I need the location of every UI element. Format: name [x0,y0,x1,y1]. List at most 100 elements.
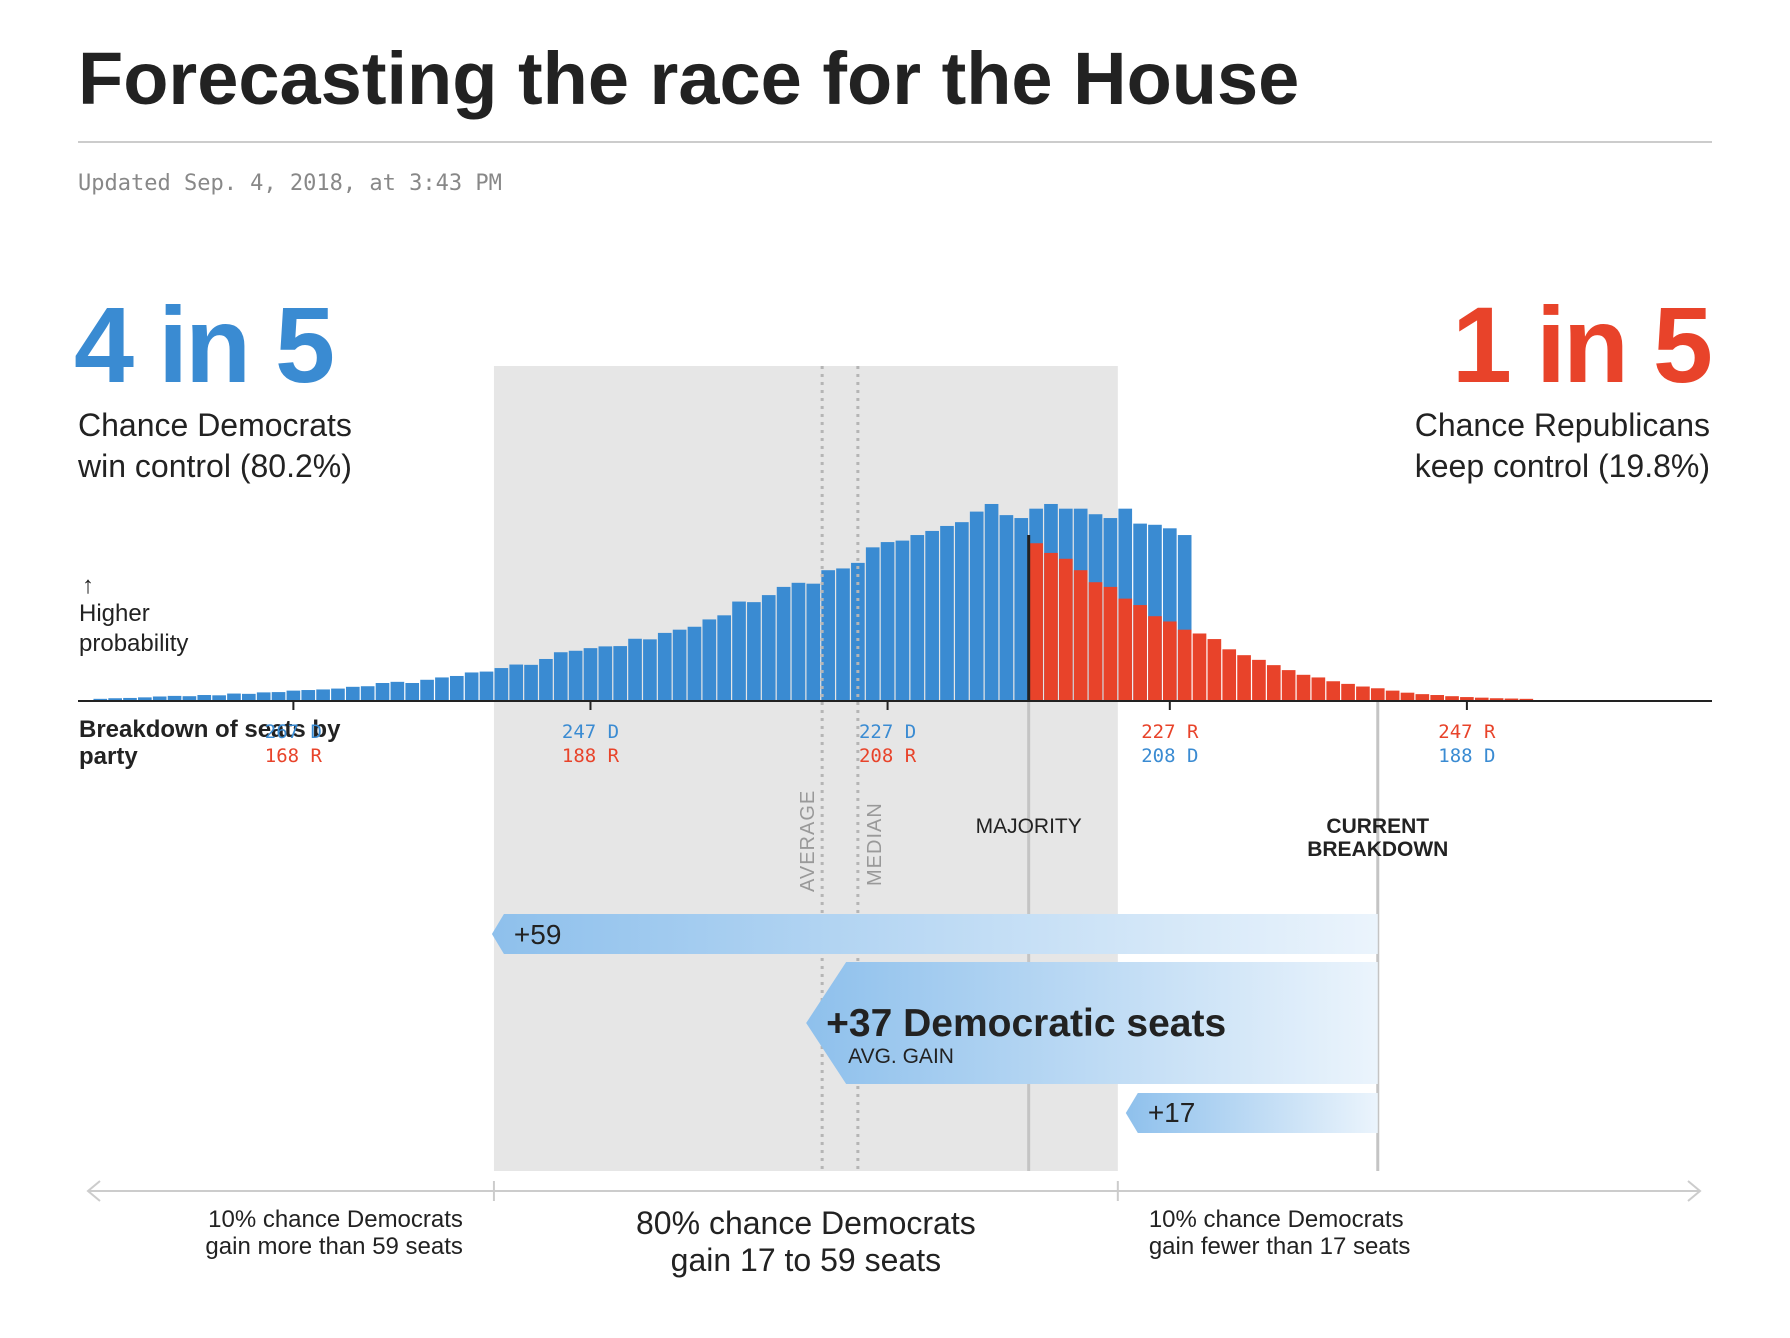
probability-bar-dem [880,542,895,700]
probability-bar-dem [776,586,791,700]
range-middle-line2: gain 17 to 59 seats [671,1242,941,1278]
probability-bar-rep [1370,688,1385,700]
probability-bar-rep [1519,698,1534,700]
y-axis-label-line1: Higher [79,600,150,627]
probability-bar-rep [1326,681,1341,700]
probability-bar-rep [1445,696,1459,700]
probability-bar-rep [1415,694,1430,700]
gain-arrow-min-label: +17 [1148,1097,1196,1128]
probability-bar-dem [464,672,479,700]
x-axis-tick-label-top: 267 D [265,721,322,743]
probability-bar-rep [1029,543,1043,700]
average-label: AVERAGE [797,790,819,892]
probability-bar-dem [910,535,925,700]
y-axis-arrow: ↑ [82,572,94,599]
probability-bar-rep [1356,686,1370,700]
majority-label: MAJORITY [976,815,1082,838]
probability-bar-rep [1460,697,1474,700]
probability-bar-rep [1073,570,1088,700]
probability-bar-dem [212,695,226,700]
probability-bar-dem [643,639,657,700]
x-axis-tick-label-bottom: 188 R [562,745,620,767]
probability-bar-dem [152,696,167,700]
probability-bar-rep [1088,582,1103,700]
probability-bar-rep [1133,605,1147,700]
probability-bar-dem [316,689,330,700]
probability-bar-dem [761,595,776,700]
probability-bar-dem [405,683,420,700]
probability-bar-dem [553,652,568,700]
x-axis-tick-label-top: 227 R [1141,721,1199,743]
probability-bar-dem [138,697,152,700]
probability-bar-rep [1237,655,1251,700]
page-title: Forecasting the race for the House [78,37,1299,120]
gain-arrow-average-sublabel: AVG. GAIN [848,1045,954,1068]
x-axis-tick-label-bottom: 188 D [1438,745,1495,767]
probability-bar-rep [1148,616,1162,700]
probability-bar-rep [1162,621,1177,700]
probability-bar-dem [360,686,375,700]
probability-bar-rep [1281,670,1296,700]
probability-bar-rep [1044,552,1058,700]
probability-bar-dem [613,646,628,700]
probability-bar-dem [449,675,464,700]
probability-bar-dem [657,632,672,700]
probability-bar-dem [242,693,256,700]
probability-bar-dem [167,695,182,700]
probability-bar-dem [687,626,702,700]
probability-bar-dem [390,681,405,700]
probability-bar-dem [420,679,434,700]
probability-bar-dem [301,690,316,700]
probability-bar-dem [108,698,122,700]
rep-odds-line1: Chance Republicans [1415,407,1710,443]
probability-bar-rep [1474,697,1489,700]
probability-bar-dem [286,690,301,700]
probability-bar-dem [969,511,984,700]
probability-bar-rep [1341,683,1355,700]
probability-bar-dem [821,570,835,700]
probability-bar-dem [628,638,642,700]
dem-odds-big: 4 in 5 [74,284,333,405]
probability-bar-rep [1296,674,1311,700]
probability-bar-rep [1504,698,1519,700]
probability-bar-dem [984,503,999,700]
probability-bar-dem [539,658,553,700]
probability-bar-dem [583,648,598,700]
probability-bar-dem [375,683,390,700]
dem-odds-line1: Chance Democrats [78,407,352,443]
probability-bar-dem [836,568,850,700]
range-right-line2: gain fewer than 17 seats [1149,1233,1411,1260]
x-axis-title-line2: party [79,743,138,770]
probability-bar-dem [93,698,108,700]
probability-bar-dem [672,629,687,700]
x-axis-tick-label-bottom: 208 D [1141,745,1198,767]
probability-bar-dem [717,615,731,700]
probability-bar-dem [806,583,821,700]
probability-bar-dem [197,695,212,700]
probability-bar-dem [331,688,345,700]
x-axis-tick-label-top: 247 R [1438,721,1496,743]
x-axis-tick-label-bottom: 208 R [859,745,917,767]
range-left-line2: gain more than 59 seats [205,1233,463,1260]
probability-bar-dem [435,677,449,700]
probability-bar-dem [345,686,360,700]
median-label: MEDIAN [864,802,886,886]
gain-arrow-max [491,914,1378,954]
range-axis-right-arrowhead [1687,1180,1702,1202]
range-middle-line1: 80% chance Democrats [636,1205,976,1241]
rep-odds-big: 1 in 5 [1452,284,1711,405]
probability-bar-dem [509,664,524,700]
probability-bar-dem [271,692,286,700]
probability-bar-dem [256,692,271,700]
probability-bar-dem [732,601,746,700]
probability-bar-dem [182,696,197,700]
dem-odds-line2: win control (80.2%) [77,448,352,484]
x-axis-tick-label-top: 247 D [562,721,619,743]
updated-timestamp: Updated Sep. 4, 2018, at 3:43 PM [78,171,502,196]
x-axis-title-line1: Breakdown of seats by [79,716,341,743]
probability-bar-rep [1103,586,1118,700]
probability-bar-dem [524,664,538,700]
probability-bar-rep [1118,598,1133,700]
probability-bar-dem [494,668,509,700]
